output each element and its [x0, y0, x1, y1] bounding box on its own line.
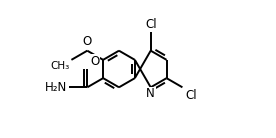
Text: H₂N: H₂N: [45, 81, 68, 94]
Text: CH₃: CH₃: [51, 61, 70, 71]
Text: N: N: [146, 87, 155, 100]
Text: Cl: Cl: [185, 89, 197, 102]
Text: O: O: [90, 55, 99, 68]
Text: Cl: Cl: [145, 18, 156, 31]
Text: O: O: [83, 35, 92, 48]
